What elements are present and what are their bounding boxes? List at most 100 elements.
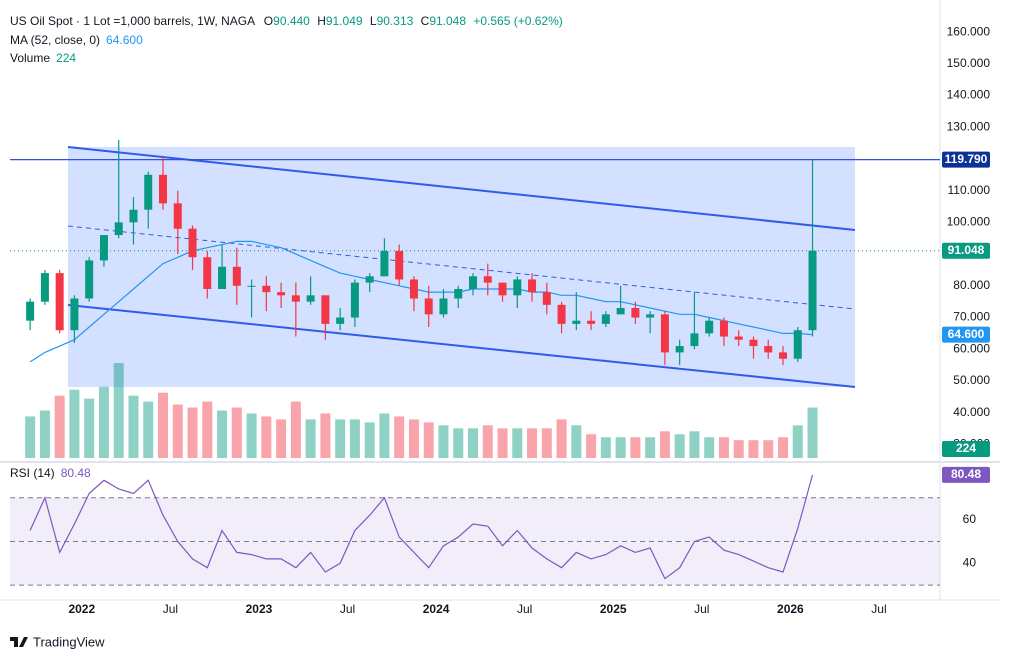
candle-body (85, 260, 94, 299)
volume-bar (84, 398, 95, 458)
candle-body (808, 250, 817, 331)
channel-lower (67, 304, 856, 388)
volume-label: 224 (956, 441, 976, 455)
candle-body (395, 250, 404, 280)
rsi-label-box (942, 466, 990, 483)
candle-body (306, 295, 315, 302)
last-price-label-box (942, 242, 990, 259)
volume-bar (482, 425, 493, 458)
ohlc-key: O (264, 14, 273, 28)
candle-body (70, 298, 79, 331)
volume-bar (704, 437, 715, 458)
y-tick-label: 150.000 (947, 56, 991, 70)
x-tick-label: 2025 (600, 602, 627, 616)
y-tick-label: 140.000 (947, 88, 991, 102)
volume-bar (733, 440, 744, 458)
volume-bar (320, 413, 331, 458)
y-tick-label: 40.000 (953, 405, 990, 419)
candle-body (218, 266, 227, 289)
candle-body (675, 346, 684, 353)
candle-body (454, 288, 463, 299)
volume-bar (261, 416, 272, 458)
volume-bar (512, 428, 523, 458)
channel-upper (67, 146, 856, 231)
volume-bar (541, 428, 552, 458)
candle-body (749, 339, 758, 347)
volume-bar (290, 401, 301, 458)
logo-mark (10, 637, 28, 647)
ohlc-value: 90.440 (273, 14, 310, 28)
candle-body (277, 292, 286, 296)
rsi-name: RSI (14) (10, 466, 55, 480)
ohlc-value: 91.049 (326, 14, 363, 28)
candle-body (587, 320, 596, 324)
volume-bar (408, 419, 419, 458)
volume-bar (468, 428, 478, 458)
ma-line (29, 240, 813, 363)
volume-bar (527, 428, 538, 458)
candle-body (173, 203, 182, 229)
candle-body (719, 320, 728, 337)
volume-bar (231, 407, 242, 458)
ma-label-box (942, 326, 990, 343)
candle-body (690, 333, 699, 347)
candle-body (336, 317, 345, 324)
volume-bar (630, 437, 641, 458)
candle-body (705, 320, 714, 334)
y-tick-label: 130.000 (947, 119, 991, 133)
candle-body (483, 276, 492, 283)
candle-body (99, 235, 108, 261)
x-tick-label: Jul (871, 602, 886, 616)
candle-body (40, 273, 49, 302)
candle-body (764, 346, 773, 353)
ohlc-key: C (421, 14, 430, 28)
volume-bar (364, 422, 375, 458)
volume-bar (571, 425, 582, 458)
last-price-label: 91.048 (948, 243, 985, 257)
rsi-value: 80.48 (61, 466, 91, 480)
volume-legend: Volume 224 (10, 51, 76, 65)
x-tick-label: Jul (694, 602, 709, 616)
volume-bar (586, 434, 597, 458)
change: +0.565 (+0.62%) (473, 14, 562, 28)
x-tick-label: Jul (517, 602, 532, 616)
volume-bar (349, 419, 360, 458)
ohlc-key: H (317, 14, 326, 28)
volume-bar (438, 425, 449, 458)
x-tick-label: Jul (340, 602, 355, 616)
volume-bar (98, 386, 109, 458)
volume-bar (792, 425, 803, 458)
logo: TradingView (10, 634, 105, 649)
candle-body (631, 308, 640, 318)
volume-bar (379, 413, 390, 458)
volume-bar (128, 395, 139, 458)
y-tick-label: 160.000 (947, 24, 991, 38)
volume-bar (689, 431, 700, 458)
x-tick-label: 2023 (246, 602, 273, 616)
candle-body (439, 298, 448, 315)
ma-legend: MA (52, close, 0) 64.600 (10, 33, 143, 47)
volume-bar (674, 434, 685, 458)
price-line-label: 119.790 (945, 152, 988, 166)
candle-body (424, 298, 433, 315)
candle-body (291, 295, 300, 302)
channel-fill (68, 147, 855, 387)
volume-bar (556, 419, 567, 458)
ohlc-value: 91.048 (429, 14, 466, 28)
ma-label: 64.600 (948, 327, 985, 341)
rsi-label: 80.48 (951, 467, 981, 481)
candle-body (513, 279, 522, 296)
candle-body (247, 285, 256, 287)
volume-bar (172, 404, 183, 458)
ohlc-key: L (370, 14, 377, 28)
rsi-legend: RSI (14) 80.48 (10, 466, 91, 480)
volume-bar (143, 401, 154, 458)
candle-body (188, 228, 197, 258)
candle-body (572, 320, 581, 324)
volume-bar (187, 407, 198, 458)
volume-bar (158, 392, 168, 458)
y-tick-label: 60.000 (953, 341, 990, 355)
